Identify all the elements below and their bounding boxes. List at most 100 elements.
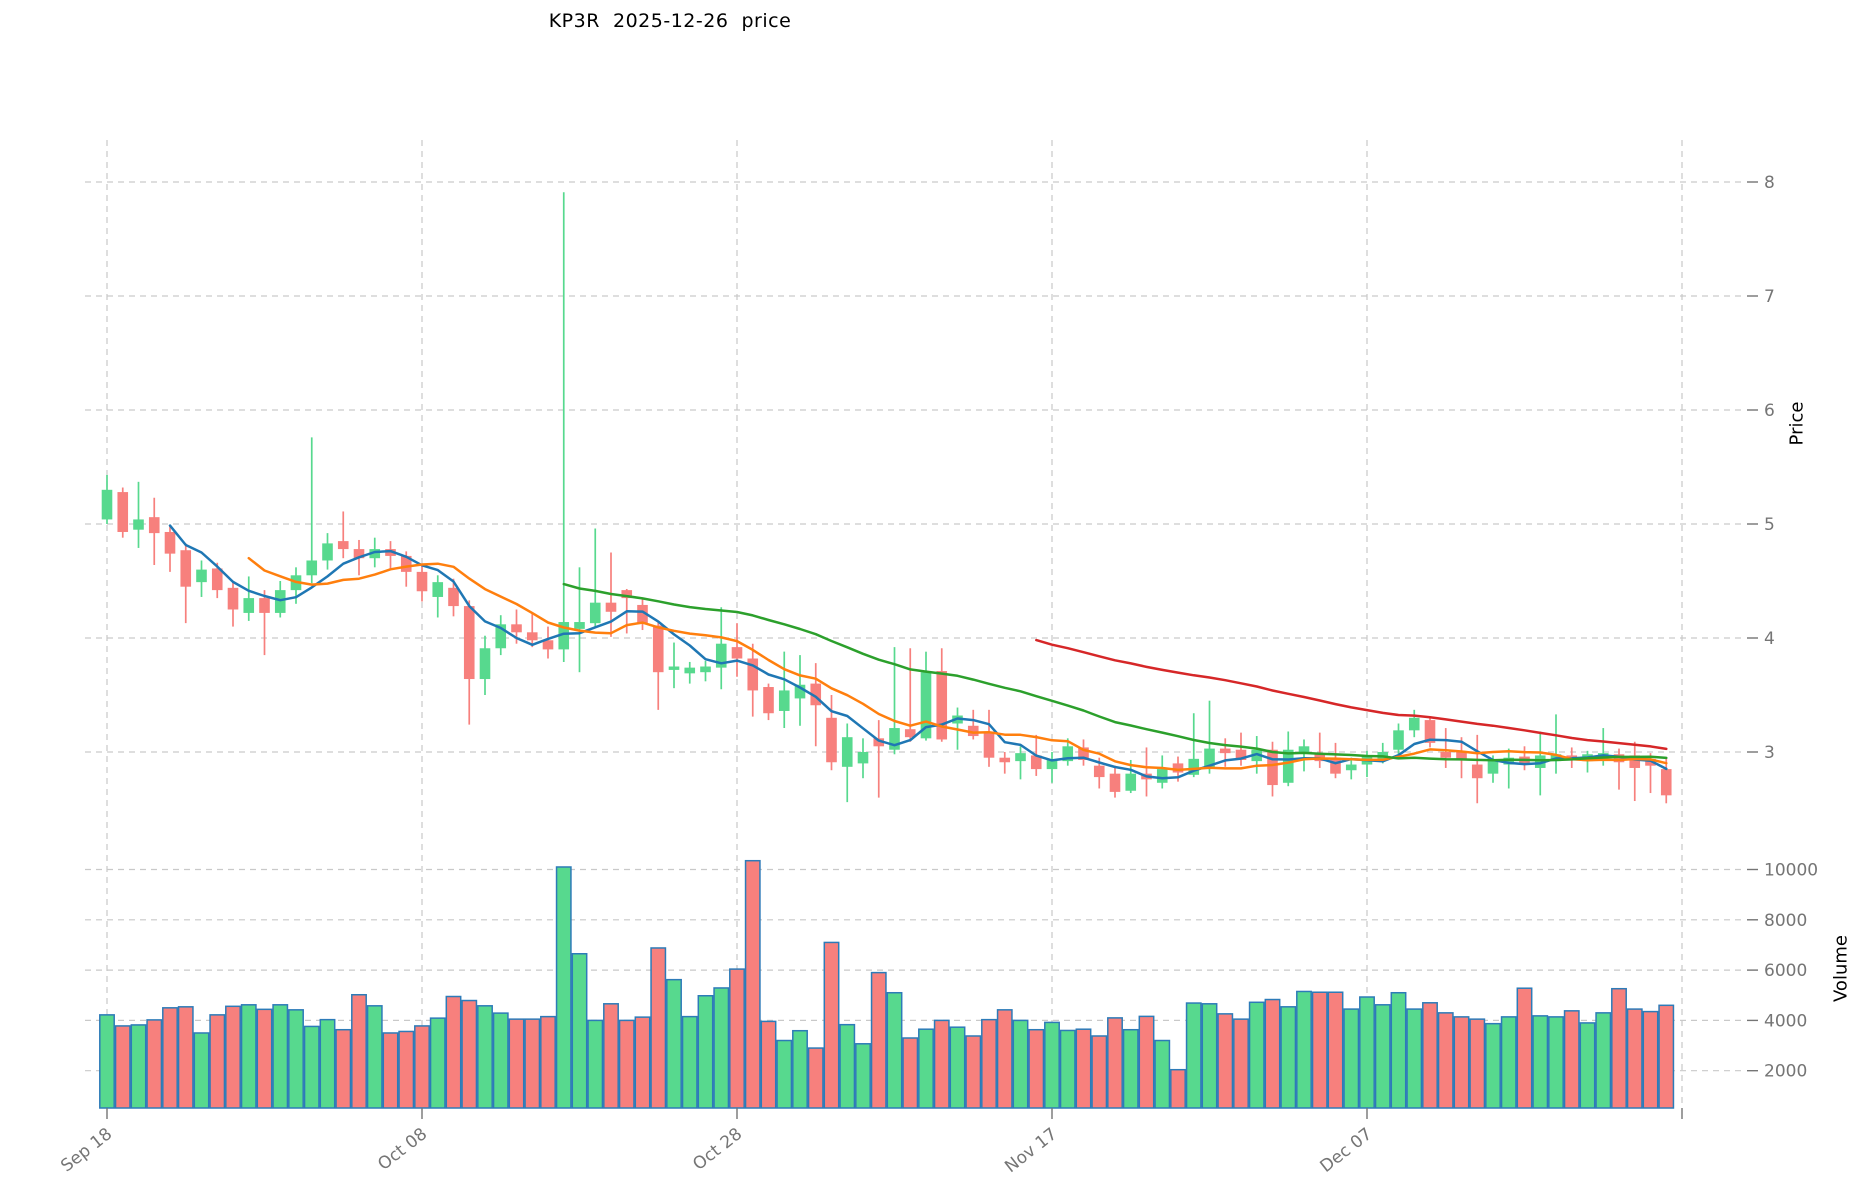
volume-bar xyxy=(744,859,761,1109)
candle-body xyxy=(1046,759,1058,770)
volume-bar xyxy=(272,1004,289,1109)
candle-body xyxy=(763,687,774,714)
candle-body xyxy=(495,624,507,649)
candle-body xyxy=(558,622,570,650)
candle-body xyxy=(1424,720,1436,743)
volume-bar xyxy=(114,1025,131,1109)
volume-bar xyxy=(445,995,462,1109)
candle-body xyxy=(1534,755,1546,768)
volume-bar xyxy=(697,995,714,1109)
candle-body xyxy=(1062,746,1074,762)
volume-bar xyxy=(1563,1010,1580,1109)
candle-body xyxy=(1282,749,1294,783)
volume-bar xyxy=(193,1032,210,1109)
candle-body xyxy=(322,543,333,561)
candle-body xyxy=(1629,755,1641,768)
volume-ticklabel: 6000 xyxy=(1764,961,1807,981)
candle-body xyxy=(621,590,633,599)
candle-body xyxy=(385,549,396,556)
volume-bar xyxy=(1091,1035,1108,1109)
volume-bar xyxy=(477,1005,493,1109)
candle-body xyxy=(715,643,727,668)
volume-bar xyxy=(398,1030,415,1109)
candle-body xyxy=(1503,757,1515,765)
candle-body xyxy=(778,690,790,711)
volume-bar xyxy=(823,941,840,1109)
volume-bar xyxy=(1422,1002,1438,1109)
volume-bar xyxy=(414,1025,430,1109)
volume-bar xyxy=(1516,987,1533,1109)
volume-bar xyxy=(1469,1018,1486,1109)
volume-bar xyxy=(99,1014,115,1109)
volume-bar xyxy=(429,1017,446,1109)
volume-bar xyxy=(1437,1012,1454,1109)
candle-body xyxy=(1471,764,1483,779)
candle-body xyxy=(211,568,223,591)
volume-bar xyxy=(729,968,745,1109)
volume-ticklabel: 10000 xyxy=(1764,861,1818,881)
candle-body xyxy=(1330,757,1341,774)
volume-bar xyxy=(366,1005,383,1109)
candle-body xyxy=(274,590,286,613)
volume-axis-title: Volume xyxy=(1830,935,1852,1002)
volume-bar xyxy=(933,1019,950,1109)
volume-bar xyxy=(792,1029,808,1109)
candle-body xyxy=(542,640,554,650)
candle-body xyxy=(747,658,759,691)
volume-bar xyxy=(1548,1016,1564,1109)
candle-body xyxy=(1030,755,1042,770)
volume-bar xyxy=(461,999,478,1109)
volume-bar xyxy=(1233,1018,1249,1109)
candle-body xyxy=(1156,769,1168,783)
price-ticklabel: 6 xyxy=(1764,401,1775,421)
candle-body xyxy=(920,672,932,739)
volume-bar xyxy=(1658,1004,1675,1109)
volume-bar xyxy=(1185,1002,1202,1109)
candle-body xyxy=(526,632,538,641)
volume-bar xyxy=(1626,1008,1643,1109)
volume-bar xyxy=(288,1009,304,1109)
candle-body xyxy=(999,757,1011,763)
volume-bar xyxy=(1390,991,1407,1109)
volume-bar xyxy=(1485,1022,1501,1109)
candle-body xyxy=(148,517,160,534)
candle-body xyxy=(1235,749,1247,760)
volume-bar xyxy=(492,1012,509,1109)
volume-bar xyxy=(1595,1012,1612,1109)
candle-body xyxy=(873,738,885,747)
candle-body xyxy=(589,602,601,624)
candle-body xyxy=(1345,764,1357,771)
date-ticklabel: Nov 17 xyxy=(1001,1124,1061,1177)
date-ticklabel: Oct 28 xyxy=(689,1124,746,1175)
volume-bars xyxy=(99,859,1675,1109)
candle-body xyxy=(1660,769,1672,796)
gridlines xyxy=(85,140,1745,1108)
candle-body xyxy=(1078,747,1089,760)
volume-bar xyxy=(555,866,572,1109)
price-ticklabel: 3 xyxy=(1764,743,1775,763)
candle-body xyxy=(889,728,900,750)
candle-body xyxy=(605,602,617,612)
volume-bar xyxy=(508,1018,525,1109)
volume-bar xyxy=(1122,1028,1139,1109)
volume-bar xyxy=(1264,998,1281,1109)
price-axis-title: Price xyxy=(1786,401,1808,446)
volume-bar xyxy=(1453,1016,1470,1109)
right-axis: 8 7 6 5 4 3 10000 8000 6000 4000 2000 xyxy=(1747,173,1818,1082)
volume-bar xyxy=(130,1024,147,1109)
candle-body xyxy=(967,725,979,737)
candle-body xyxy=(936,671,948,740)
candle-body xyxy=(432,582,444,597)
candle-body xyxy=(1314,753,1326,762)
candle-body xyxy=(164,531,176,554)
candle-body xyxy=(700,666,711,673)
candle-body xyxy=(1204,748,1215,768)
volume-bar xyxy=(225,1005,241,1109)
volume-bar xyxy=(839,1023,856,1109)
candle-body xyxy=(1015,753,1026,762)
candle-body xyxy=(369,549,381,559)
date-ticklabel: Dec 07 xyxy=(1317,1124,1377,1177)
volume-bar xyxy=(1311,991,1328,1109)
